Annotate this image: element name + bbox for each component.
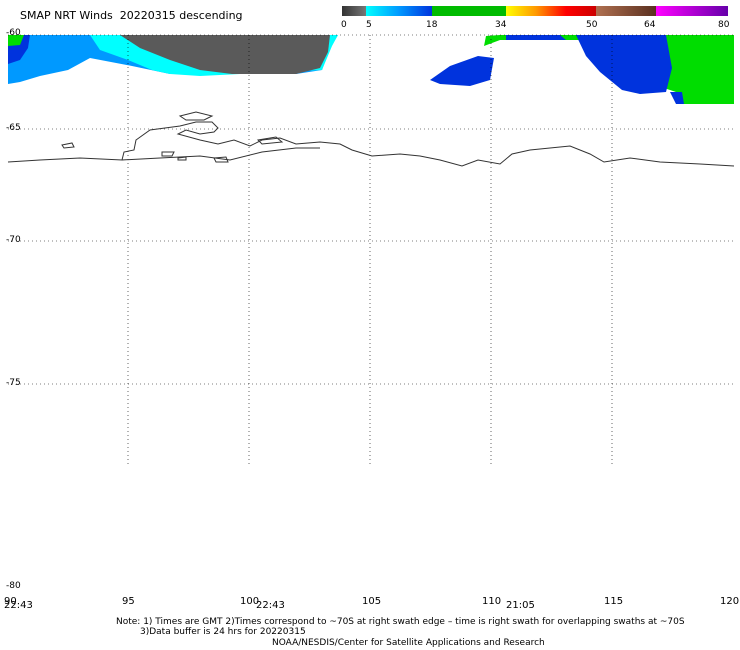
graticule xyxy=(8,35,734,464)
wind-swath-grey xyxy=(120,35,330,74)
colorbar-tick-label: 5 xyxy=(366,20,372,30)
ice-shelf-edge xyxy=(178,111,214,121)
wind-swath-blue-center xyxy=(576,35,672,94)
antarctic-coast xyxy=(7,121,735,167)
note-line-3: NOAA/NESDIS/Center for Satellite Applica… xyxy=(272,638,545,648)
wind-swath-green-left xyxy=(8,35,24,46)
colorbar-tick-label: 80 xyxy=(718,20,730,30)
lat-label: -80 xyxy=(6,581,21,591)
colorbar-segment-blue xyxy=(366,6,432,16)
colorbar-tick-label: 34 xyxy=(495,20,507,30)
wind-swath-green-right xyxy=(484,35,734,104)
pass-time: 21:05 xyxy=(506,600,535,611)
wind-swath-blue-top xyxy=(506,35,566,40)
coastal-island-5 xyxy=(213,156,229,163)
lon-label: 100 xyxy=(240,596,260,607)
colorbar xyxy=(342,6,728,16)
colorbar-tick-label: 18 xyxy=(426,20,438,30)
pass-time: 22:43 xyxy=(256,600,285,611)
colorbar-segment-brown xyxy=(596,6,656,16)
lat-label: -70 xyxy=(6,235,21,245)
lat-label: -60 xyxy=(6,28,21,38)
coast-inner-line xyxy=(121,147,320,161)
coastal-island-2 xyxy=(161,151,175,157)
lat-label: -75 xyxy=(6,378,21,388)
map-title: SMAP NRT Winds 20220315 descending xyxy=(20,9,243,22)
lon-label: 115 xyxy=(604,596,624,607)
lon-label: 95 xyxy=(122,596,135,607)
wind-swath-blue-notch xyxy=(670,92,684,104)
colorbar-segment-purple xyxy=(656,6,728,16)
lat-label: -65 xyxy=(6,123,21,133)
colorbar-segment-green xyxy=(432,6,506,16)
pass-time: 22:43 xyxy=(4,600,33,611)
colorbar-segment-dark-grey xyxy=(342,6,366,16)
wind-swath-blue-right xyxy=(430,56,494,86)
colorbar-tick-label: 0 xyxy=(341,20,347,30)
coastal-island-4 xyxy=(256,136,284,145)
coastline xyxy=(7,111,735,167)
lon-label: 90 xyxy=(4,596,17,607)
lon-label: 105 xyxy=(362,596,382,607)
note-line-2: 3)Data buffer is 24 hrs for 20220315 xyxy=(140,627,306,637)
note-line-1: Note: 1) Times are GMT 2)Times correspon… xyxy=(116,617,685,627)
colorbar-segment-warm xyxy=(506,6,596,16)
lon-label: 120 xyxy=(720,596,740,607)
lon-label: 110 xyxy=(482,596,502,607)
colorbar-tick-label: 50 xyxy=(586,20,598,30)
colorbar-tick-label: 64 xyxy=(644,20,656,30)
coastal-island-1 xyxy=(61,142,75,149)
